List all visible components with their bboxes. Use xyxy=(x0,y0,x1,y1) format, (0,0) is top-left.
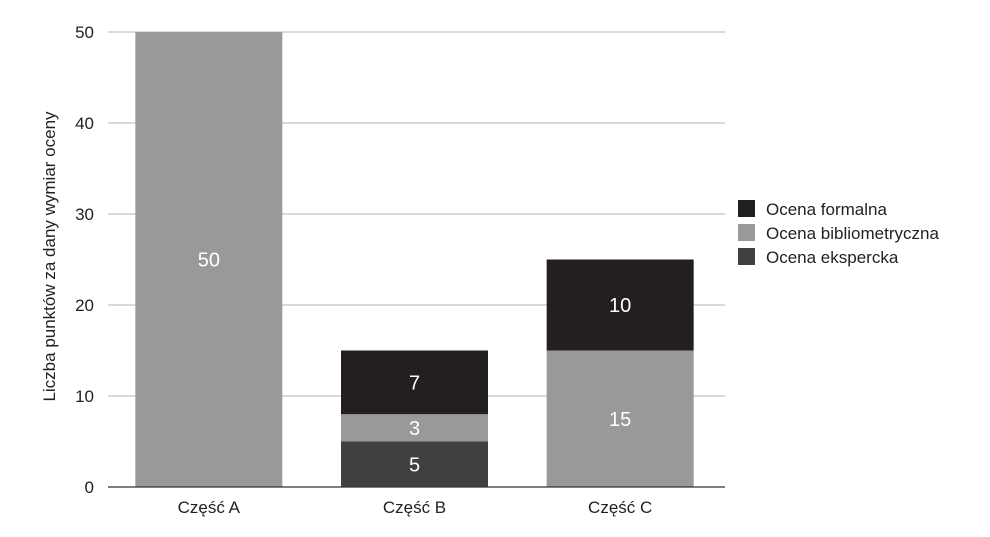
y-axis-ticks: 0 10 20 30 40 50 xyxy=(75,23,94,497)
x-axis-categories: Część A Część B Część C xyxy=(178,498,653,517)
data-label: 7 xyxy=(409,372,420,394)
legend-label: Ocena ekspercka xyxy=(766,248,899,267)
y-tick-label: 50 xyxy=(75,23,94,42)
legend: Ocena formalna Ocena bibliometryczna Ocena… xyxy=(738,200,939,267)
legend-label: Ocena formalna xyxy=(766,200,887,219)
bars: 50 5 3 7 15 10 xyxy=(135,32,694,487)
legend-swatch-ocena-bibliometryczna xyxy=(738,224,755,241)
y-tick-label: 40 xyxy=(75,114,94,133)
data-label: 5 xyxy=(409,454,420,476)
y-tick-label: 30 xyxy=(75,205,94,224)
y-axis-title: Liczba punktów za dany wymiar oceny xyxy=(40,111,59,402)
bar-czesc-a-ocena-bibliometryczna xyxy=(135,32,283,487)
data-label: 3 xyxy=(409,418,420,440)
x-tick-label: Część A xyxy=(178,498,241,517)
y-tick-label: 20 xyxy=(75,296,94,315)
legend-label: Ocena bibliometryczna xyxy=(766,224,939,243)
data-label: 50 xyxy=(198,250,220,272)
x-tick-label: Część C xyxy=(588,498,652,517)
data-label: 15 xyxy=(609,409,631,431)
legend-swatch-ocena-formalna xyxy=(738,200,755,217)
data-label: 10 xyxy=(609,295,631,317)
bar-czesc-b-ocena-bibliometryczna xyxy=(341,414,488,442)
x-tick-label: Część B xyxy=(383,498,446,517)
y-tick-label: 10 xyxy=(75,387,94,406)
bar-czesc-b-ocena-formalna xyxy=(341,350,488,415)
bar-czesc-c-ocena-formalna xyxy=(546,259,694,351)
bar-czesc-c-ocena-bibliometryczna xyxy=(546,350,694,487)
legend-swatch-ocena-ekspercka xyxy=(738,248,755,265)
bar-czesc-b-ocena-ekspercka xyxy=(341,441,488,487)
y-tick-label: 0 xyxy=(85,478,94,497)
